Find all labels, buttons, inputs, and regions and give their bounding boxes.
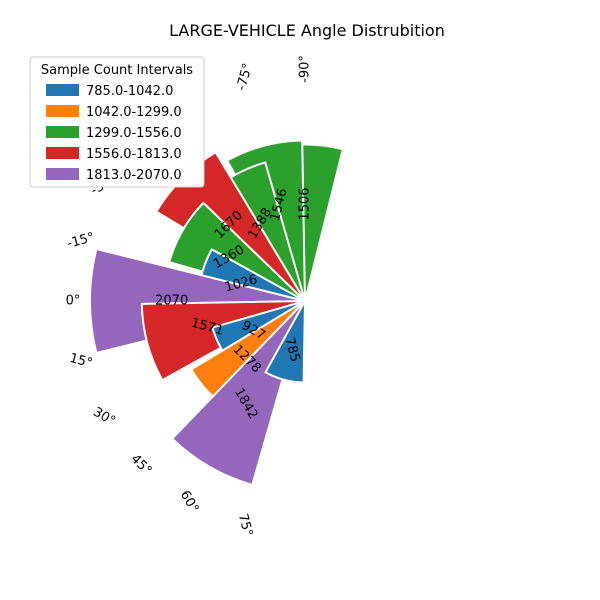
legend-title: Sample Count Intervals xyxy=(41,63,193,78)
legend-label-0: 785.0-1042.0 xyxy=(86,84,173,99)
legend-swatch-3 xyxy=(46,147,79,159)
legend-swatch-1 xyxy=(46,105,79,117)
angle-tick-30: 30° xyxy=(90,405,117,430)
legend-swatch-0 xyxy=(46,84,79,96)
value-label-75: 785 xyxy=(281,336,302,364)
legend-label-3: 1556.0-1813.0 xyxy=(86,147,182,162)
value-label-0: 2070 xyxy=(155,294,188,309)
bar-60 xyxy=(171,300,306,486)
bars-group xyxy=(89,139,344,486)
legend-entries: 785.0-1042.0 1042.0-1299.0 1299.0-1556.0 15… xyxy=(46,84,182,183)
chart-title: LARGE-VEHICLE Angle Distrubition xyxy=(169,21,445,40)
angle-tick-neg90: -90° xyxy=(298,55,313,83)
legend-swatch-4 xyxy=(46,168,79,180)
value-label-neg90: 1506 xyxy=(298,187,313,220)
legend-label-2: 1299.0-1556.0 xyxy=(86,126,182,141)
legend-label-4: 1813.0-2070.0 xyxy=(86,168,182,183)
bar-75 xyxy=(264,300,306,384)
angle-tick-neg15: -15° xyxy=(66,230,97,252)
angle-tick-0: 0° xyxy=(66,294,81,309)
angle-tick-60: 60° xyxy=(177,488,202,515)
legend: Sample Count Intervals 785.0-1042.0 1042.… xyxy=(29,56,205,188)
angle-tick-45: 45° xyxy=(127,452,154,479)
bar-neg30 xyxy=(168,201,306,302)
legend-swatch-2 xyxy=(46,126,79,138)
angle-tick-75: 75° xyxy=(235,512,255,538)
legend-label-1: 1042.0-1299.0 xyxy=(86,105,182,120)
angle-tick-neg75: -75° xyxy=(234,62,256,93)
angle-tick-15: 15° xyxy=(68,351,94,371)
